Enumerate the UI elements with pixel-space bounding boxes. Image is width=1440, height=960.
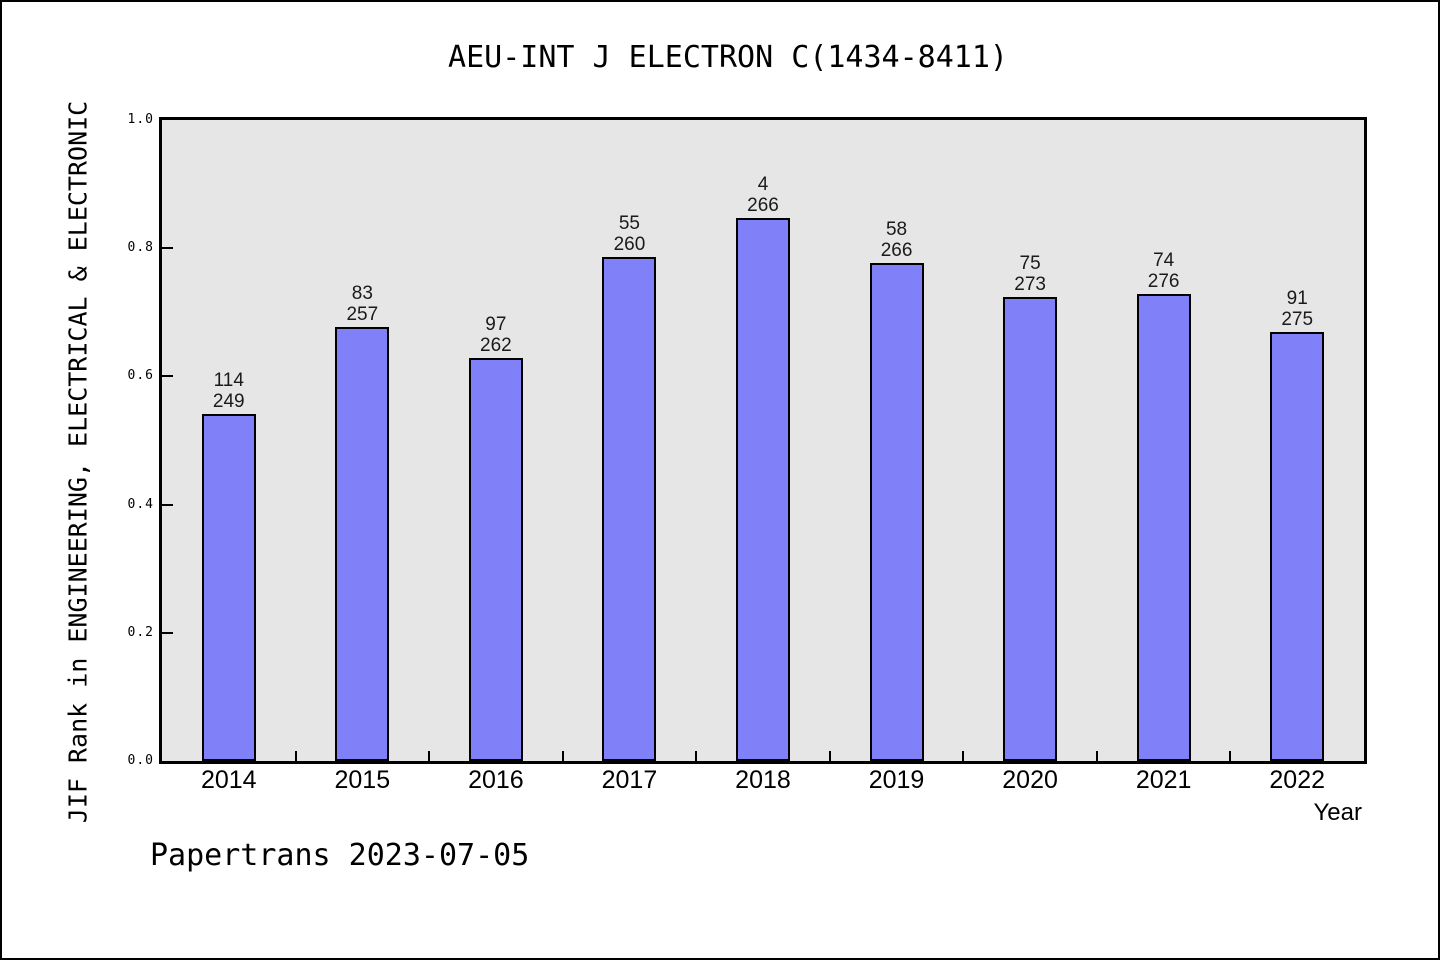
- x-tick-label: 2019: [868, 766, 925, 794]
- x-tick-mark: [294, 751, 297, 761]
- bar-2014: [201, 414, 256, 761]
- bar-2020: [1003, 297, 1058, 761]
- x-tick-label: 2015: [334, 766, 391, 794]
- bar-2017: [602, 257, 657, 761]
- bar-value-label: 114 249: [184, 370, 274, 412]
- bar-rank-value: 91: [1286, 288, 1308, 309]
- bar-rank-value: 74: [1153, 250, 1175, 271]
- x-tick-label: 2016: [468, 766, 524, 794]
- bar-value-label: 4 266: [718, 174, 808, 216]
- bar-2019: [869, 263, 924, 761]
- bar-value-label: 58 266: [852, 219, 942, 261]
- bar-total-value: 257: [346, 304, 379, 325]
- bar-total-value: 249: [212, 391, 245, 412]
- bar-2015: [335, 327, 390, 761]
- bar-value-label: 75 273: [985, 253, 1075, 295]
- y-tick-label: 0.6: [127, 368, 154, 384]
- x-tick-mark: [828, 751, 831, 761]
- y-tick-label: 0.8: [127, 240, 154, 256]
- y-axis-label: JIF Rank in ENGINEERING, ELECTRICAL & EL…: [63, 100, 93, 824]
- bar-total-value: 275: [1281, 309, 1314, 330]
- bar-rank-value: 58: [885, 219, 908, 240]
- x-tick-mark: [1095, 751, 1098, 761]
- bar-value-label: 91 275: [1252, 288, 1342, 330]
- x-tick-mark: [695, 751, 698, 761]
- x-tick-label: 2018: [735, 766, 791, 794]
- watermark-text: Papertrans 2023-07-05: [150, 838, 530, 873]
- bar-total-value: 273: [1014, 274, 1046, 295]
- bar-rank-value: 4: [757, 174, 769, 195]
- y-tick-label: 0.0: [127, 753, 154, 768]
- bar-value-label: 97 262: [451, 314, 541, 356]
- x-tick-mark: [962, 751, 965, 761]
- bar-rank-value: 55: [618, 213, 640, 234]
- y-tick-mark: [162, 375, 173, 378]
- y-tick-mark: [162, 503, 173, 506]
- bar-total-value: 262: [480, 335, 512, 356]
- y-tick-label: 0.4: [127, 496, 154, 512]
- bar-total-value: 266: [880, 240, 913, 261]
- x-tick-mark: [561, 751, 564, 761]
- bar-2022: [1270, 332, 1325, 761]
- bar-2021: [1136, 294, 1191, 761]
- bar-rank-value: 75: [1019, 253, 1041, 274]
- bar-rank-value: 97: [485, 314, 507, 335]
- bar-2018: [736, 218, 790, 761]
- x-tick-mark: [428, 751, 431, 761]
- bar-total-value: 276: [1147, 271, 1180, 292]
- x-axis-label: Year: [1313, 799, 1363, 826]
- x-tick-label: 2014: [200, 766, 257, 794]
- chart-title: AEU-INT J ELECTRON C(1434-8411): [448, 40, 1008, 75]
- bar-total-value: 266: [747, 195, 779, 216]
- y-tick-mark: [162, 247, 173, 250]
- x-tick-label: 2022: [1269, 766, 1326, 794]
- bar-value-label: 74 276: [1119, 250, 1209, 292]
- y-tick-label: 1.0: [127, 112, 154, 127]
- y-tick-mark: [162, 631, 173, 634]
- bar-value-label: 55 260: [584, 213, 674, 255]
- x-tick-label: 2017: [601, 766, 658, 794]
- bar-total-value: 260: [613, 234, 646, 255]
- bar-rank-value: 83: [351, 283, 373, 304]
- y-tick-label: 0.2: [127, 624, 154, 640]
- x-tick-mark: [1229, 751, 1232, 761]
- bar-value-label: 83 257: [317, 283, 407, 325]
- x-tick-label: 2021: [1135, 766, 1192, 794]
- bar-2016: [468, 358, 523, 761]
- x-tick-label: 2020: [1002, 766, 1058, 794]
- bar-rank-value: 114: [213, 370, 244, 391]
- plot-area: 114 249 83 257 97 262 55 260 4 266 58 266 75 273 74 276…: [162, 120, 1364, 761]
